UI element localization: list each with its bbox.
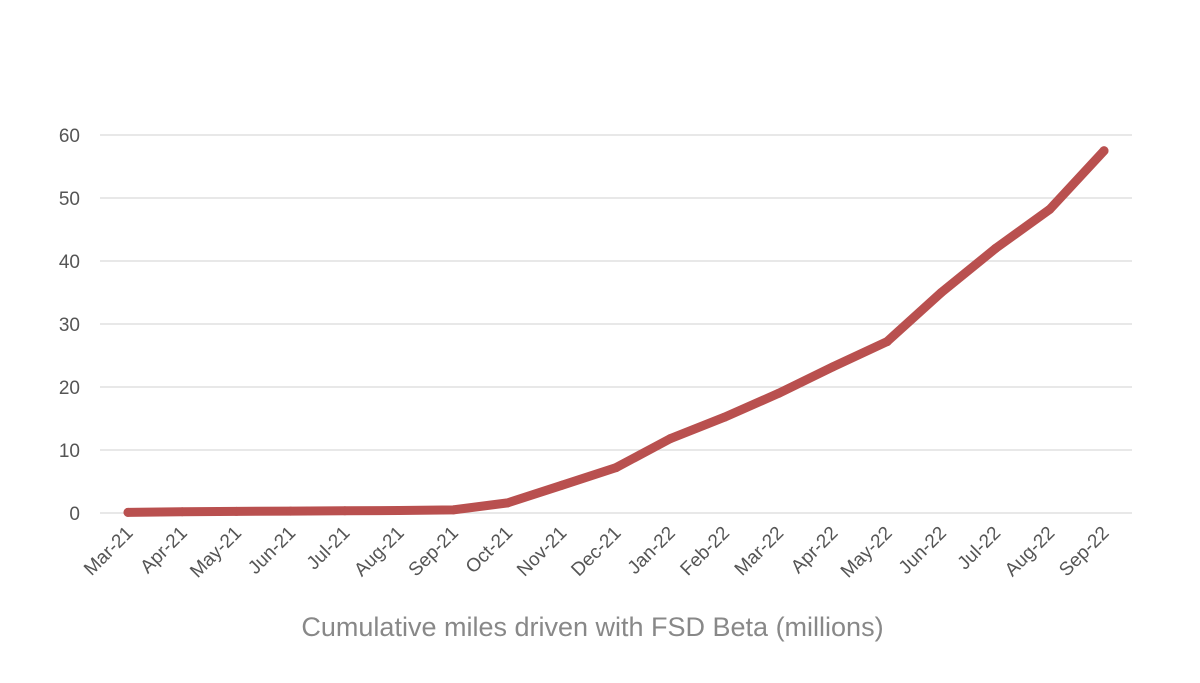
x-tick-label: Mar-21 xyxy=(80,523,137,580)
x-axis-title: Cumulative miles driven with FSD Beta (m… xyxy=(301,612,884,642)
data-point xyxy=(231,506,241,516)
x-tick-label: May-21 xyxy=(186,523,246,583)
x-tick-label: Dec-21 xyxy=(567,523,625,581)
data-point xyxy=(340,506,350,516)
x-tick-label: Sep-22 xyxy=(1055,523,1113,581)
data-point xyxy=(503,498,513,508)
series-layer xyxy=(123,146,1109,517)
data-point xyxy=(1099,146,1109,156)
data-point xyxy=(774,388,784,398)
y-axis-ticks: 0 10 20 30 40 50 60 xyxy=(59,126,80,525)
y-tick-label: 10 xyxy=(59,441,80,462)
data-point xyxy=(936,288,946,297)
x-tick-label: Feb-22 xyxy=(677,523,734,580)
data-point xyxy=(394,505,404,515)
x-tick-label: Nov-21 xyxy=(513,523,571,581)
data-point xyxy=(828,362,838,372)
data-point xyxy=(557,480,567,490)
x-tick-label: Sep-21 xyxy=(405,523,463,581)
data-point xyxy=(448,505,458,515)
y-tick-label: 30 xyxy=(59,315,80,336)
x-tick-label: Jul-21 xyxy=(303,523,354,574)
x-tick-label: Jun-21 xyxy=(244,523,300,579)
data-point xyxy=(991,243,1001,253)
data-point xyxy=(286,506,296,516)
x-tick-label: Oct-21 xyxy=(462,523,517,578)
gridlines xyxy=(100,134,1132,514)
x-tick-label: Aug-22 xyxy=(1001,523,1059,581)
x-tick-label: Apr-21 xyxy=(137,523,192,578)
y-tick-label: 40 xyxy=(59,252,80,273)
x-tick-label: Mar-22 xyxy=(731,523,788,580)
data-point xyxy=(123,507,133,517)
x-tick-label: Jul-22 xyxy=(954,523,1005,574)
data-point xyxy=(611,463,621,473)
x-tick-label: Apr-22 xyxy=(787,523,842,578)
series-line-0 xyxy=(123,146,1109,517)
x-tick-label: Jun-22 xyxy=(895,523,951,579)
x-tick-label: May-22 xyxy=(837,523,897,583)
x-tick-label: Aug-21 xyxy=(350,523,408,581)
data-point xyxy=(882,337,892,347)
x-tick-label: Jan-22 xyxy=(624,523,680,579)
data-point xyxy=(1045,204,1055,214)
data-point xyxy=(177,507,187,517)
data-point xyxy=(719,412,729,422)
y-tick-label: 0 xyxy=(69,504,80,525)
y-tick-label: 20 xyxy=(59,378,80,399)
data-point xyxy=(665,434,675,444)
y-tick-label: 50 xyxy=(59,189,80,210)
y-tick-label: 60 xyxy=(59,126,80,147)
